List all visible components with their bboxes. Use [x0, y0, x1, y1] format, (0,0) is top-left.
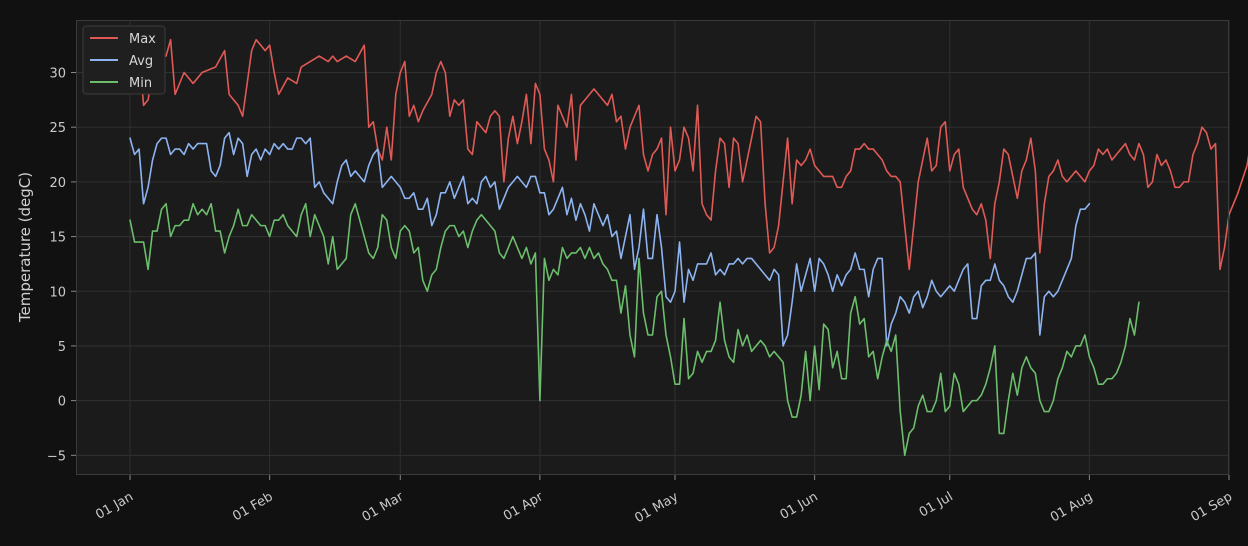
y-tick-label: 30: [49, 67, 66, 82]
y-tick-label: 5: [58, 340, 66, 355]
legend-label-max: Max: [129, 32, 156, 47]
y-tick-label: −5: [47, 449, 66, 464]
y-tick-label: 25: [49, 121, 66, 136]
series-line-max: [129, 38, 1248, 271]
y-tick-label: 10: [49, 285, 66, 300]
y-tick-label: 20: [49, 176, 66, 191]
y-axis: 30 25 20 15 10 5 0 −5: [47, 67, 76, 464]
y-tick-label: 15: [49, 231, 66, 246]
legend-label-min: Min: [129, 76, 152, 91]
y-axis-label: Temperature (degC): [16, 172, 34, 323]
plot-area: [76, 20, 1229, 475]
series-line-avg: [129, 131, 1091, 347]
plot-frame: [76, 20, 1229, 475]
y-tick-label: 0: [58, 395, 66, 410]
series-line-min: [129, 202, 1140, 457]
legend: Max Avg Min: [82, 25, 166, 95]
legend-label-avg: Avg: [129, 54, 153, 69]
legend-box: [82, 25, 166, 95]
series-lines: [129, 38, 1248, 457]
